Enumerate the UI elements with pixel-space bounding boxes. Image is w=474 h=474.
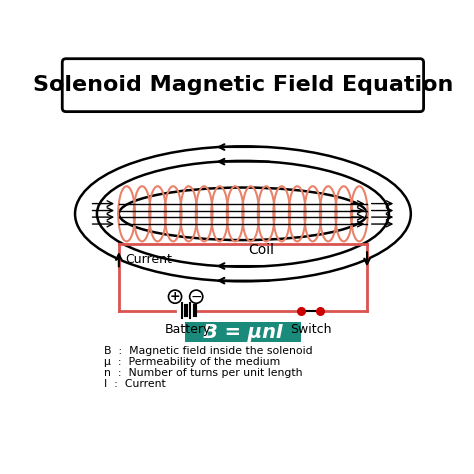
Text: +: + xyxy=(170,290,180,303)
Text: −: − xyxy=(191,290,202,304)
FancyBboxPatch shape xyxy=(184,322,301,343)
Text: Switch: Switch xyxy=(290,323,331,337)
Circle shape xyxy=(190,290,203,303)
Text: Current: Current xyxy=(126,253,172,265)
Text: Battery: Battery xyxy=(165,323,211,337)
Text: I  :  Current: I : Current xyxy=(104,379,166,389)
FancyBboxPatch shape xyxy=(62,59,424,111)
Text: B = μnI: B = μnI xyxy=(203,323,283,342)
Text: B  :  Magnetic field inside the solenoid: B : Magnetic field inside the solenoid xyxy=(104,346,313,356)
Text: Coil: Coil xyxy=(248,243,274,257)
Circle shape xyxy=(168,290,182,303)
Text: n  :  Number of turns per unit length: n : Number of turns per unit length xyxy=(104,368,303,378)
Ellipse shape xyxy=(119,188,367,240)
Text: μ  :  Permeability of the medium: μ : Permeability of the medium xyxy=(104,357,281,367)
Text: Solenoid Magnetic Field Equation: Solenoid Magnetic Field Equation xyxy=(33,75,453,95)
